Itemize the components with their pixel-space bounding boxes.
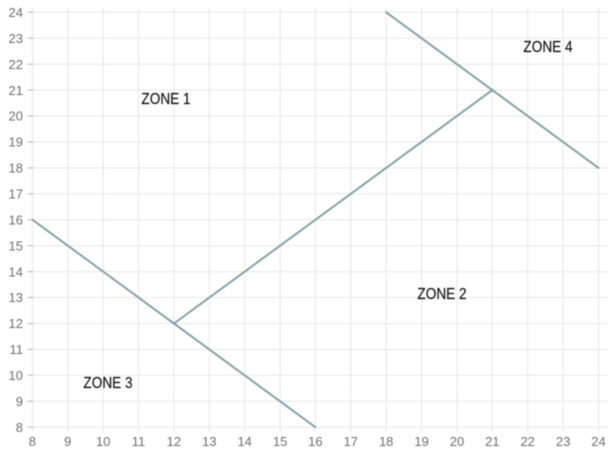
svg-text:22: 22 [9, 57, 23, 72]
svg-text:21: 21 [485, 434, 499, 449]
svg-text:12: 12 [9, 316, 23, 331]
svg-text:20: 20 [450, 434, 464, 449]
svg-text:10: 10 [96, 434, 110, 449]
svg-text:20: 20 [9, 109, 23, 124]
svg-text:8: 8 [29, 434, 36, 449]
svg-text:14: 14 [237, 434, 251, 449]
svg-text:16: 16 [308, 434, 322, 449]
svg-text:16: 16 [9, 212, 23, 227]
svg-text:10: 10 [9, 368, 23, 383]
svg-text:23: 23 [9, 31, 23, 46]
svg-text:19: 19 [414, 434, 428, 449]
svg-text:24: 24 [591, 434, 605, 449]
svg-text:8: 8 [16, 420, 23, 435]
svg-text:23: 23 [556, 434, 570, 449]
svg-text:12: 12 [167, 434, 181, 449]
svg-text:13: 13 [9, 290, 23, 305]
svg-text:15: 15 [273, 434, 287, 449]
svg-text:18: 18 [9, 161, 23, 176]
svg-text:11: 11 [132, 434, 146, 449]
svg-text:11: 11 [10, 342, 24, 357]
svg-text:22: 22 [520, 434, 534, 449]
svg-text:15: 15 [9, 238, 23, 253]
svg-text:17: 17 [9, 187, 23, 202]
svg-text:19: 19 [9, 135, 23, 150]
svg-text:18: 18 [379, 434, 393, 449]
svg-text:9: 9 [16, 394, 23, 409]
svg-text:9: 9 [64, 434, 71, 449]
svg-text:21: 21 [9, 83, 23, 98]
svg-text:14: 14 [9, 264, 23, 279]
svg-text:17: 17 [344, 434, 358, 449]
svg-text:24: 24 [9, 5, 23, 20]
svg-text:13: 13 [202, 434, 216, 449]
